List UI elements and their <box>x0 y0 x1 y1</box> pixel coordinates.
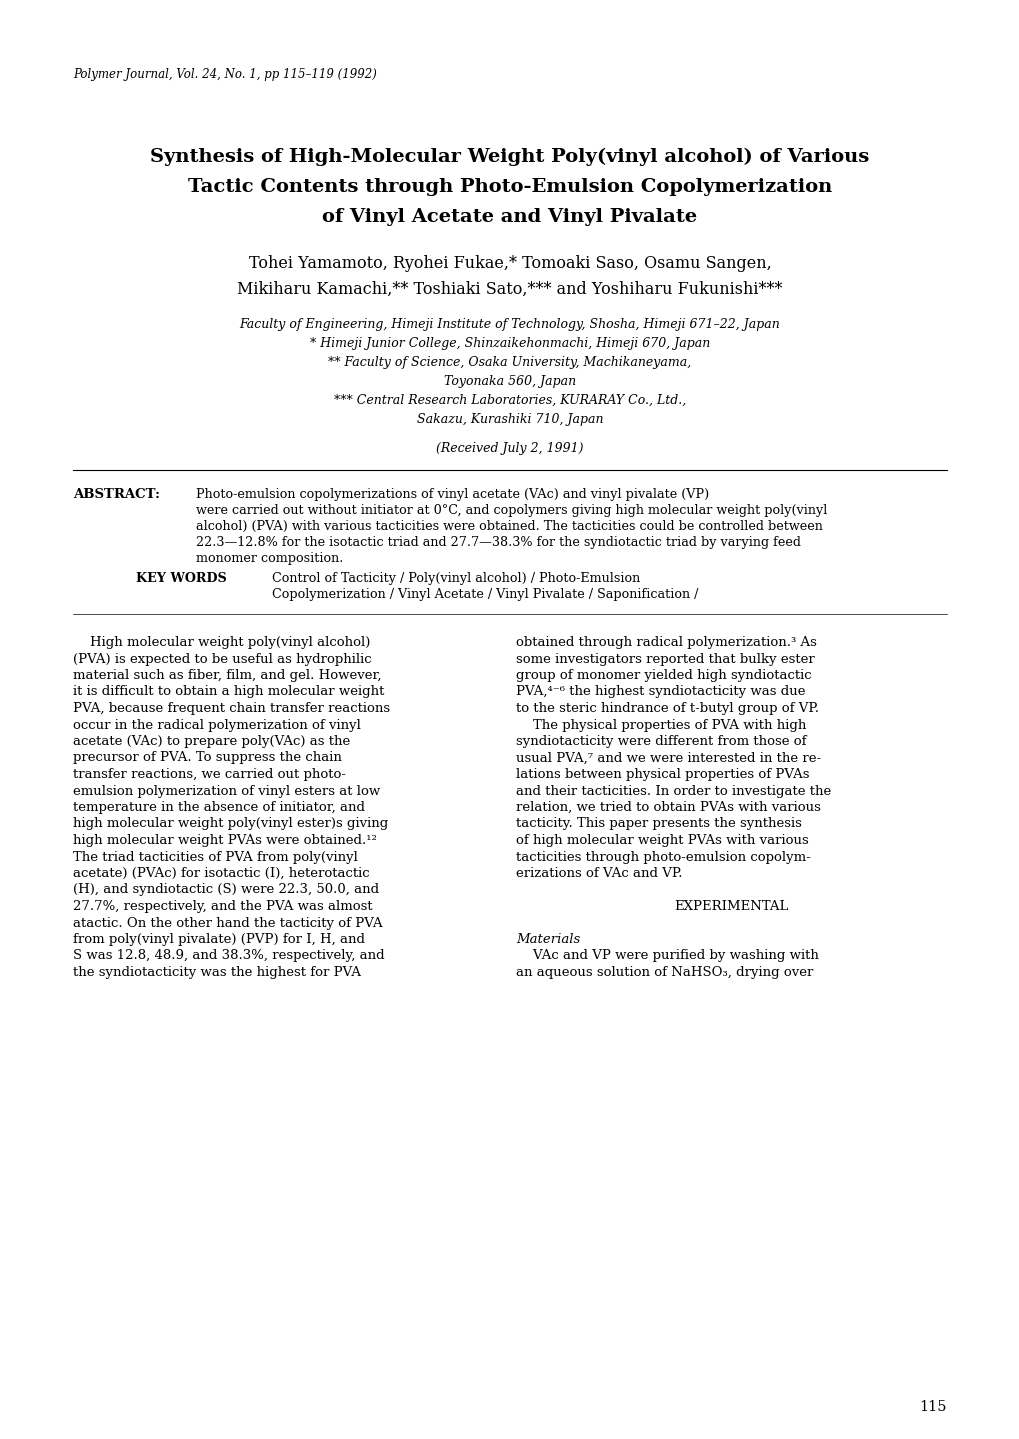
Text: atactic. On the other hand the tacticity of PVA: atactic. On the other hand the tacticity… <box>73 917 382 930</box>
Text: Copolymerization / Vinyl Acetate / Vinyl Pivalate / Saponification /: Copolymerization / Vinyl Acetate / Vinyl… <box>272 589 698 602</box>
Text: high molecular weight poly(vinyl ester)s giving: high molecular weight poly(vinyl ester)s… <box>73 817 388 830</box>
Text: Faculty of Engineering, Himeji Institute of Technology, Shosha, Himeji 671–22, J: Faculty of Engineering, Himeji Institute… <box>239 318 780 331</box>
Text: Sakazu, Kurashiki 710, Japan: Sakazu, Kurashiki 710, Japan <box>417 413 602 426</box>
Text: PVA,⁴⁻⁶ the highest syndiotacticity was due: PVA,⁴⁻⁶ the highest syndiotacticity was … <box>516 685 805 698</box>
Text: occur in the radical polymerization of vinyl: occur in the radical polymerization of v… <box>73 718 361 731</box>
Text: (H), and syndiotactic (S) were 22.3, 50.0, and: (H), and syndiotactic (S) were 22.3, 50.… <box>73 884 379 896</box>
Text: transfer reactions, we carried out photo-: transfer reactions, we carried out photo… <box>73 768 345 781</box>
Text: High molecular weight poly(vinyl alcohol): High molecular weight poly(vinyl alcohol… <box>73 636 370 649</box>
Text: EXPERIMENTAL: EXPERIMENTAL <box>674 899 788 912</box>
Text: Tohei Yamamoto, Ryohei Fukae,* Tomoaki Saso, Osamu Sangen,: Tohei Yamamoto, Ryohei Fukae,* Tomoaki S… <box>249 255 770 272</box>
Text: group of monomer yielded high syndiotactic: group of monomer yielded high syndiotact… <box>516 669 811 682</box>
Text: relation, we tried to obtain PVAs with various: relation, we tried to obtain PVAs with v… <box>516 802 820 814</box>
Text: 22.3—12.8% for the isotactic triad and 27.7—38.3% for the syndiotactic triad by : 22.3—12.8% for the isotactic triad and 2… <box>196 535 800 550</box>
Text: an aqueous solution of NaHSO₃, drying over: an aqueous solution of NaHSO₃, drying ov… <box>516 966 812 979</box>
Text: (PVA) is expected to be useful as hydrophilic: (PVA) is expected to be useful as hydrop… <box>73 652 371 665</box>
Text: acetate (VAc) to prepare poly(VAc) as the: acetate (VAc) to prepare poly(VAc) as th… <box>73 735 350 748</box>
Text: The triad tacticities of PVA from poly(vinyl: The triad tacticities of PVA from poly(v… <box>73 850 358 863</box>
Text: 115: 115 <box>918 1400 946 1415</box>
Text: emulsion polymerization of vinyl esters at low: emulsion polymerization of vinyl esters … <box>73 784 380 797</box>
Text: *** Central Research Laboratories, KURARAY Co., Ltd.,: *** Central Research Laboratories, KURAR… <box>333 394 686 407</box>
Text: high molecular weight PVAs were obtained.¹²: high molecular weight PVAs were obtained… <box>73 835 376 848</box>
Text: monomer composition.: monomer composition. <box>196 553 343 566</box>
Text: were carried out without initiator at 0°C, and copolymers giving high molecular : were carried out without initiator at 0°… <box>196 504 826 517</box>
Text: tacticity. This paper presents the synthesis: tacticity. This paper presents the synth… <box>516 817 801 830</box>
Text: material such as fiber, film, and gel. However,: material such as fiber, film, and gel. H… <box>73 669 381 682</box>
Text: it is difficult to obtain a high molecular weight: it is difficult to obtain a high molecul… <box>73 685 384 698</box>
Text: S was 12.8, 48.9, and 38.3%, respectively, and: S was 12.8, 48.9, and 38.3%, respectivel… <box>73 950 384 963</box>
Text: PVA, because frequent chain transfer reactions: PVA, because frequent chain transfer rea… <box>73 702 389 715</box>
Text: KEY WORDS: KEY WORDS <box>136 571 226 586</box>
Text: some investigators reported that bulky ester: some investigators reported that bulky e… <box>516 652 814 665</box>
Text: the syndiotacticity was the highest for PVA: the syndiotacticity was the highest for … <box>73 966 361 979</box>
Text: from poly(vinyl pivalate) (PVP) for I, H, and: from poly(vinyl pivalate) (PVP) for I, H… <box>73 932 365 945</box>
Text: Tactic Contents through Photo-Emulsion Copolymerization: Tactic Contents through Photo-Emulsion C… <box>187 178 832 196</box>
Text: 27.7%, respectively, and the PVA was almost: 27.7%, respectively, and the PVA was alm… <box>73 899 372 912</box>
Text: Control of Tacticity / Poly(vinyl alcohol) / Photo-Emulsion: Control of Tacticity / Poly(vinyl alcoho… <box>272 571 640 586</box>
Text: precursor of PVA. To suppress the chain: precursor of PVA. To suppress the chain <box>73 751 341 764</box>
Text: obtained through radical polymerization.³ As: obtained through radical polymerization.… <box>516 636 816 649</box>
Text: alcohol) (PVA) with various tacticities were obtained. The tacticities could be : alcohol) (PVA) with various tacticities … <box>196 519 822 532</box>
Text: * Himeji Junior College, Shinzaikehonmachi, Himeji 670, Japan: * Himeji Junior College, Shinzaikehonmac… <box>310 337 709 350</box>
Text: acetate) (PVAc) for isotactic (I), heterotactic: acetate) (PVAc) for isotactic (I), heter… <box>73 868 369 881</box>
Text: syndiotacticity were different from those of: syndiotacticity were different from thos… <box>516 735 806 748</box>
Text: Toyonaka 560, Japan: Toyonaka 560, Japan <box>443 376 576 389</box>
Text: and their tacticities. In order to investigate the: and their tacticities. In order to inves… <box>516 784 830 797</box>
Text: of Vinyl Acetate and Vinyl Pivalate: of Vinyl Acetate and Vinyl Pivalate <box>322 209 697 226</box>
Text: lations between physical properties of PVAs: lations between physical properties of P… <box>516 768 809 781</box>
Text: VAc and VP were purified by washing with: VAc and VP were purified by washing with <box>516 950 818 963</box>
Text: tacticities through photo-emulsion copolym-: tacticities through photo-emulsion copol… <box>516 850 810 863</box>
Text: Materials: Materials <box>516 932 580 945</box>
Text: erizations of VAc and VP.: erizations of VAc and VP. <box>516 868 682 881</box>
Text: The physical properties of PVA with high: The physical properties of PVA with high <box>516 718 806 731</box>
Text: Mikiharu Kamachi,** Toshiaki Sato,*** and Yoshiharu Fukunishi***: Mikiharu Kamachi,** Toshiaki Sato,*** an… <box>237 281 782 298</box>
Text: Synthesis of High-Molecular Weight Poly(vinyl alcohol) of Various: Synthesis of High-Molecular Weight Poly(… <box>150 148 869 167</box>
Text: temperature in the absence of initiator, and: temperature in the absence of initiator,… <box>73 802 365 814</box>
Text: ** Faculty of Science, Osaka University, Machikaneyama,: ** Faculty of Science, Osaka University,… <box>328 355 691 368</box>
Text: (Received July 2, 1991): (Received July 2, 1991) <box>436 442 583 455</box>
Text: ABSTRACT:: ABSTRACT: <box>73 488 160 501</box>
Text: to the steric hindrance of t-butyl group of VP.: to the steric hindrance of t-butyl group… <box>516 702 818 715</box>
Text: of high molecular weight PVAs with various: of high molecular weight PVAs with vario… <box>516 835 808 848</box>
Text: Polymer Journal, Vol. 24, No. 1, pp 115–119 (1992): Polymer Journal, Vol. 24, No. 1, pp 115–… <box>73 68 376 81</box>
Text: Photo-emulsion copolymerizations of vinyl acetate (VAc) and vinyl pivalate (VP): Photo-emulsion copolymerizations of viny… <box>196 488 708 501</box>
Text: usual PVA,⁷ and we were interested in the re-: usual PVA,⁷ and we were interested in th… <box>516 751 820 764</box>
